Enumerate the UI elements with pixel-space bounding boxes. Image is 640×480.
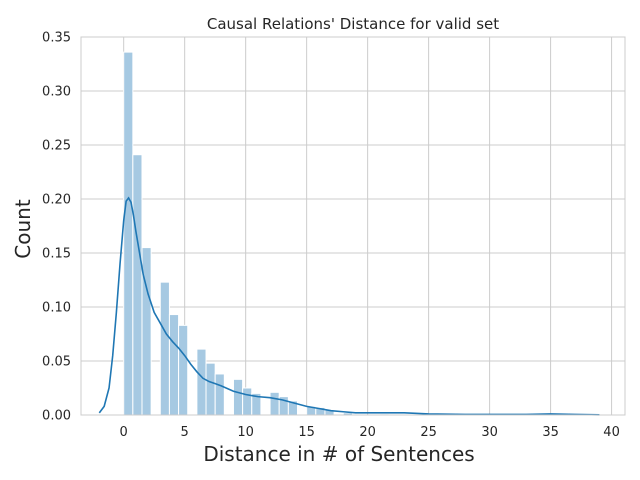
- x-tick-label: 40: [603, 425, 620, 440]
- histogram-bar: [232, 378, 244, 416]
- x-tick-label: 30: [481, 425, 498, 440]
- histogram-bar: [242, 387, 253, 416]
- histogram-bars: [123, 51, 436, 416]
- y-tick-label: 0.15: [42, 247, 71, 262]
- x-tick-labels: 0 5 10 15 20 25 30 35 40: [120, 425, 620, 440]
- kde-density-line: [98, 196, 600, 416]
- x-tick-label: 35: [542, 425, 559, 440]
- y-tick-label: 0.25: [42, 139, 71, 154]
- y-tick-labels: 0.00 0.05 0.10 0.15 0.20 0.25 0.30 0.35: [42, 31, 71, 424]
- histogram-bar: [159, 281, 170, 416]
- histogram-bar: [178, 324, 189, 416]
- x-tick-label: 15: [298, 425, 315, 440]
- x-tick-label: 5: [181, 425, 189, 440]
- y-tick-label: 0.20: [42, 193, 71, 208]
- x-tick-label: 10: [237, 425, 254, 440]
- y-axis-title: Count: [11, 199, 35, 259]
- x-tick-label: 0: [120, 425, 128, 440]
- x-tick-label: 20: [359, 425, 376, 440]
- chart-title: Causal Relations' Distance for valid set: [207, 15, 499, 33]
- histogram-bar: [205, 362, 216, 416]
- x-tick-label: 25: [420, 425, 437, 440]
- y-tick-label: 0.10: [42, 301, 71, 316]
- histogram-bar: [196, 348, 207, 416]
- histogram-bar: [269, 391, 280, 416]
- y-tick-label: 0.30: [42, 85, 71, 100]
- y-tick-label: 0.00: [42, 409, 71, 424]
- histogram-bar: [123, 51, 134, 416]
- histogram-bar: [168, 314, 180, 416]
- histogram-bar: [214, 373, 225, 416]
- x-axis-title: Distance in # of Sentences: [203, 442, 474, 466]
- histogram-bar: [132, 154, 143, 416]
- y-tick-label: 0.05: [42, 355, 71, 370]
- y-tick-label: 0.35: [42, 31, 71, 46]
- plot-frame: [80, 36, 626, 416]
